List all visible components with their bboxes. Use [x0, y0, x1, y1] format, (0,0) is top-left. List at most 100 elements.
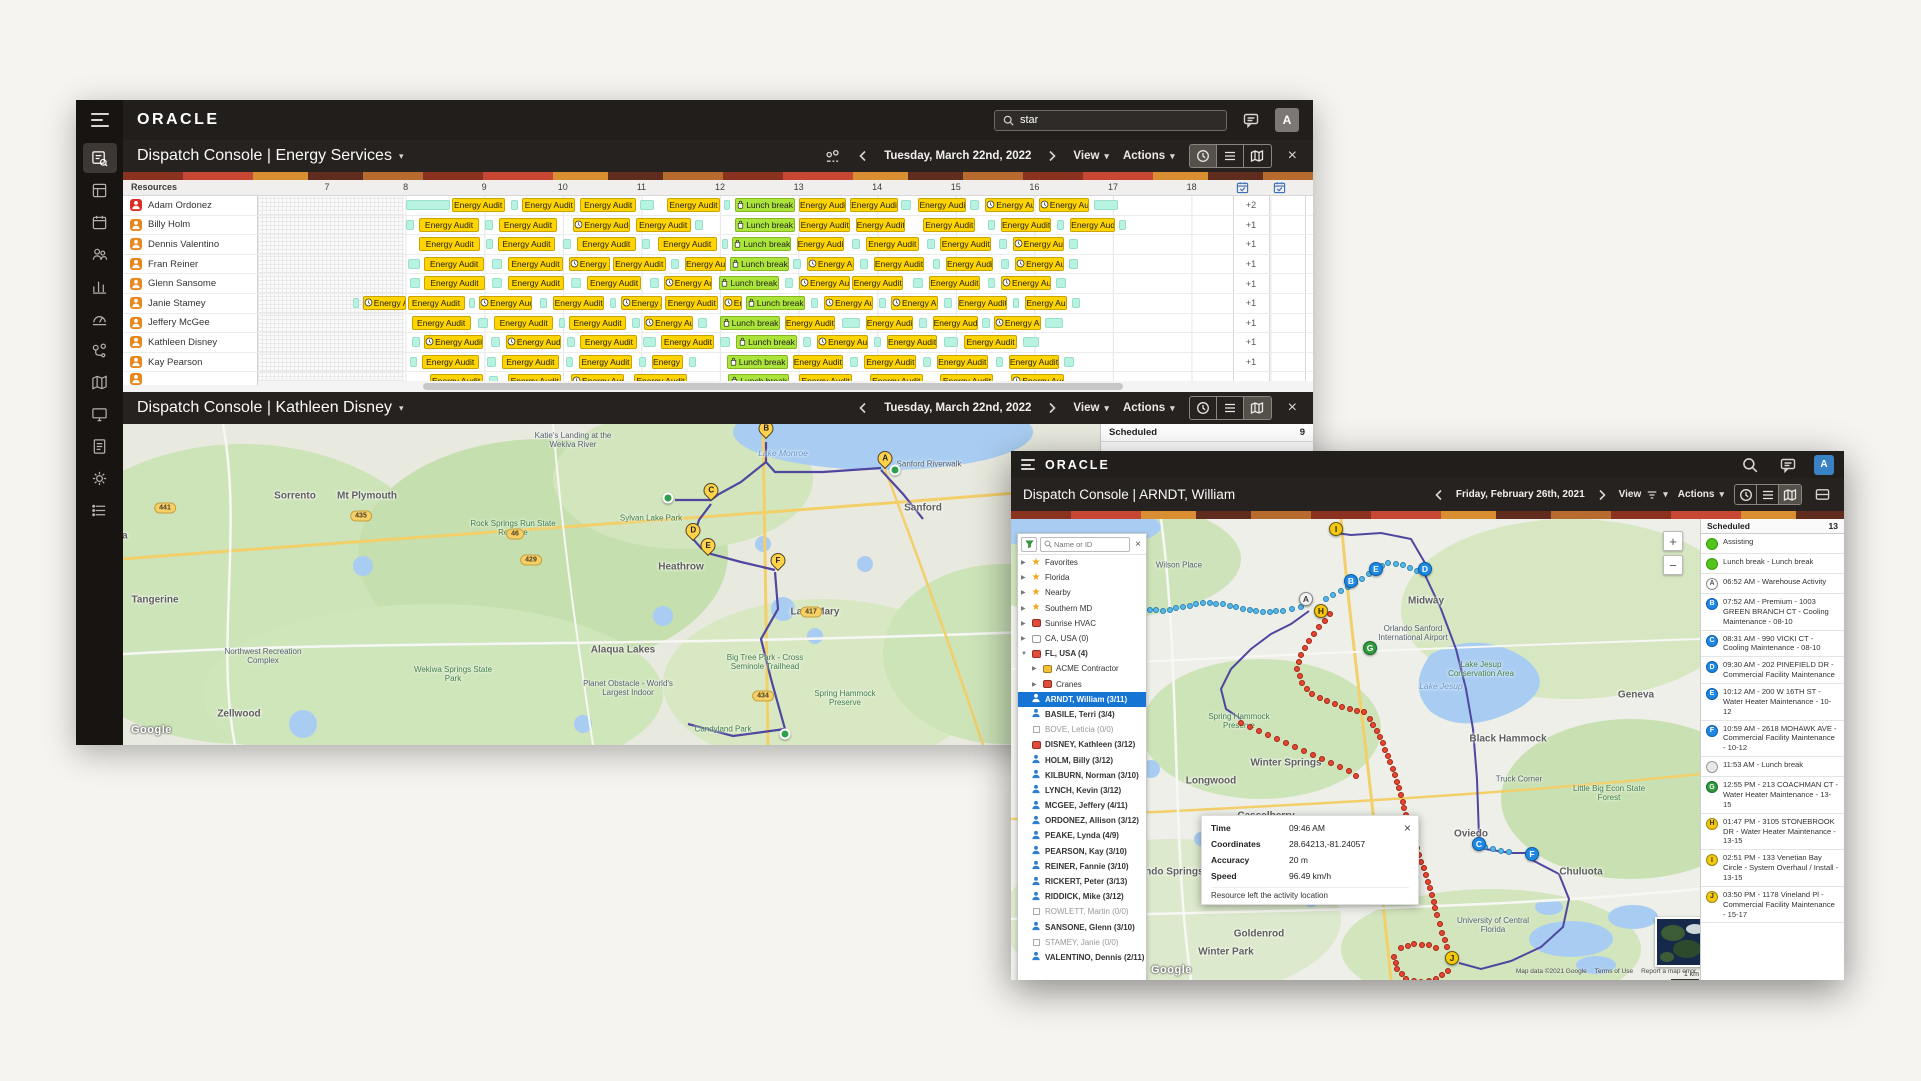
travel-segment[interactable] [486, 356, 496, 367]
clear-search-icon[interactable]: × [1135, 538, 1141, 550]
tree-item[interactable]: ▶ ★ Favorites [1018, 555, 1146, 570]
travel-segment[interactable] [610, 297, 617, 308]
map-pin-c[interactable]: C [1472, 837, 1486, 851]
activity-block[interactable]: Energy Audit [411, 315, 471, 330]
travel-segment[interactable] [1056, 278, 1066, 289]
work-queue-icon[interactable] [83, 495, 117, 525]
resource-search-input[interactable] [1054, 539, 1127, 549]
travel-segment[interactable] [1023, 337, 1040, 348]
travel-segment[interactable] [695, 219, 703, 230]
travel-segment[interactable] [724, 200, 731, 210]
map-pin-f[interactable]: F [1525, 847, 1539, 861]
map-pin-a[interactable]: A [1299, 592, 1313, 606]
activity-block[interactable]: Energy Audit [573, 217, 631, 232]
panel-toggle-icon[interactable] [1812, 485, 1832, 505]
activity-block[interactable]: Energy Audit [817, 335, 868, 350]
travel-segment[interactable] [539, 297, 548, 308]
activity-block[interactable]: Energy Audit [993, 315, 1041, 330]
activity-block[interactable]: Energy Audit [1001, 276, 1051, 291]
chat-icon[interactable] [1776, 454, 1800, 476]
travel-segment[interactable] [927, 239, 935, 250]
activity-block[interactable]: Energy Audit [1012, 237, 1065, 252]
travel-segment[interactable] [1045, 317, 1063, 328]
scheduled-item[interactable]: I 02:51 PM - 133 Venetian Bay Circle - Sy… [1701, 850, 1844, 887]
tree-item[interactable]: PEAKE, Lynda (4/9) [1018, 828, 1146, 843]
prev-day-button[interactable] [856, 149, 870, 163]
activity-block[interactable]: Energy Audit [945, 256, 994, 271]
activity-block[interactable]: Energy Audit [522, 198, 576, 212]
map-pin-b[interactable]: B [1344, 574, 1358, 588]
activity-block[interactable]: Energy Audit [1025, 295, 1067, 310]
current-date[interactable]: Tuesday, March 22nd, 2022 [884, 402, 1032, 414]
travel-segment[interactable] [409, 278, 420, 289]
tree-item[interactable]: PEARSON, Kay (3/10) [1018, 844, 1146, 859]
tree-item[interactable]: ▶ CA, USA (0) [1018, 631, 1146, 646]
start-marker[interactable] [779, 728, 791, 740]
activity-block[interactable]: Energy Audit [429, 374, 483, 386]
lunch-activity[interactable]: Lunch break [726, 354, 788, 369]
travel-segment[interactable] [919, 317, 927, 328]
travel-segment[interactable] [698, 317, 707, 328]
activity-block[interactable]: Energy Audit [586, 276, 642, 291]
travel-segment[interactable] [987, 219, 996, 230]
activity-block[interactable]: Energy Audit [918, 198, 966, 212]
travel-segment[interactable] [1071, 297, 1080, 308]
activity-block[interactable]: Energy Audit [580, 198, 636, 212]
menu-icon[interactable] [1021, 459, 1035, 470]
time-view-button[interactable] [1735, 485, 1757, 504]
resource-cell[interactable]: Kathleen Disney [123, 333, 258, 352]
resource-cell[interactable] [123, 372, 258, 386]
travel-segment[interactable] [1068, 258, 1078, 269]
activity-block[interactable]: Energy Audit [419, 217, 479, 232]
lunch-activity[interactable]: Lunch break [736, 335, 797, 350]
resource-cell[interactable]: Billy Holm [123, 215, 258, 235]
travel-segment[interactable] [802, 337, 812, 348]
travel-segment[interactable] [932, 258, 941, 269]
activity-block[interactable]: Energy Audit [890, 295, 939, 310]
travel-segment[interactable] [632, 317, 640, 328]
next-day-button[interactable] [1045, 149, 1059, 163]
prev-day-button[interactable] [1432, 488, 1446, 502]
tree-item[interactable]: DISNEY, Kathleen (3/12) [1018, 737, 1146, 752]
activity-block[interactable]: Energy Audit [644, 315, 694, 330]
settings-icon[interactable] [83, 463, 117, 493]
activity-block[interactable]: Energy Audit [932, 315, 978, 330]
activity-block[interactable]: Energy Audit [505, 335, 562, 350]
travel-segment[interactable] [670, 258, 680, 269]
scheduled-item[interactable]: C 08:31 AM - 990 VICKI CT - Cooling Maint… [1701, 631, 1844, 658]
tree-item[interactable]: ▶ ACME Contractor [1018, 661, 1146, 676]
global-search[interactable] [994, 109, 1227, 131]
travel-segment[interactable] [510, 200, 518, 210]
list-view-button[interactable] [1217, 397, 1244, 419]
travel-segment[interactable] [408, 258, 420, 269]
map-pin-i[interactable]: I [1329, 522, 1343, 536]
travel-segment[interactable] [1063, 356, 1074, 367]
map-pin-h[interactable]: H [1314, 604, 1328, 618]
activity-block[interactable]: Energy Audit [873, 256, 925, 271]
activity-block[interactable]: Energy Audit [887, 335, 937, 350]
activity-block[interactable]: Energy Audit [799, 276, 850, 291]
zoom-in-button[interactable]: + [1663, 531, 1683, 551]
view-dropdown[interactable]: View ▾ [1073, 150, 1109, 162]
resource-cell[interactable]: Glenn Sansome [123, 274, 258, 293]
lunch-activity[interactable]: Lunch break [729, 256, 790, 271]
travel-segment[interactable] [353, 297, 360, 308]
activity-block[interactable]: Energy Audit [806, 256, 854, 271]
activity-block[interactable]: Energy Audit [508, 276, 564, 291]
tree-item[interactable]: BASILE, Terri (3/4) [1018, 707, 1146, 722]
activity-block[interactable]: Energy Audit [799, 198, 846, 212]
list-view-button[interactable] [1757, 485, 1779, 504]
activity-block[interactable]: Energy Audit [792, 354, 843, 369]
filter-button[interactable] [1021, 536, 1037, 552]
activity-block[interactable]: Energy Audit [633, 374, 687, 386]
travel-segment[interactable] [1093, 200, 1118, 210]
activity-panel-icon[interactable] [83, 175, 117, 205]
lunch-activity[interactable]: Lunch break [732, 237, 792, 252]
travel-segment[interactable] [982, 317, 990, 328]
terms-link[interactable]: Terms of Use [1594, 968, 1634, 975]
map-view-button[interactable] [1779, 485, 1801, 504]
resources-icon[interactable] [83, 239, 117, 269]
activity-block[interactable]: Energy Audit [576, 237, 636, 252]
lunch-activity[interactable]: Lunch break [734, 198, 795, 212]
travel-segment[interactable] [1068, 239, 1079, 250]
